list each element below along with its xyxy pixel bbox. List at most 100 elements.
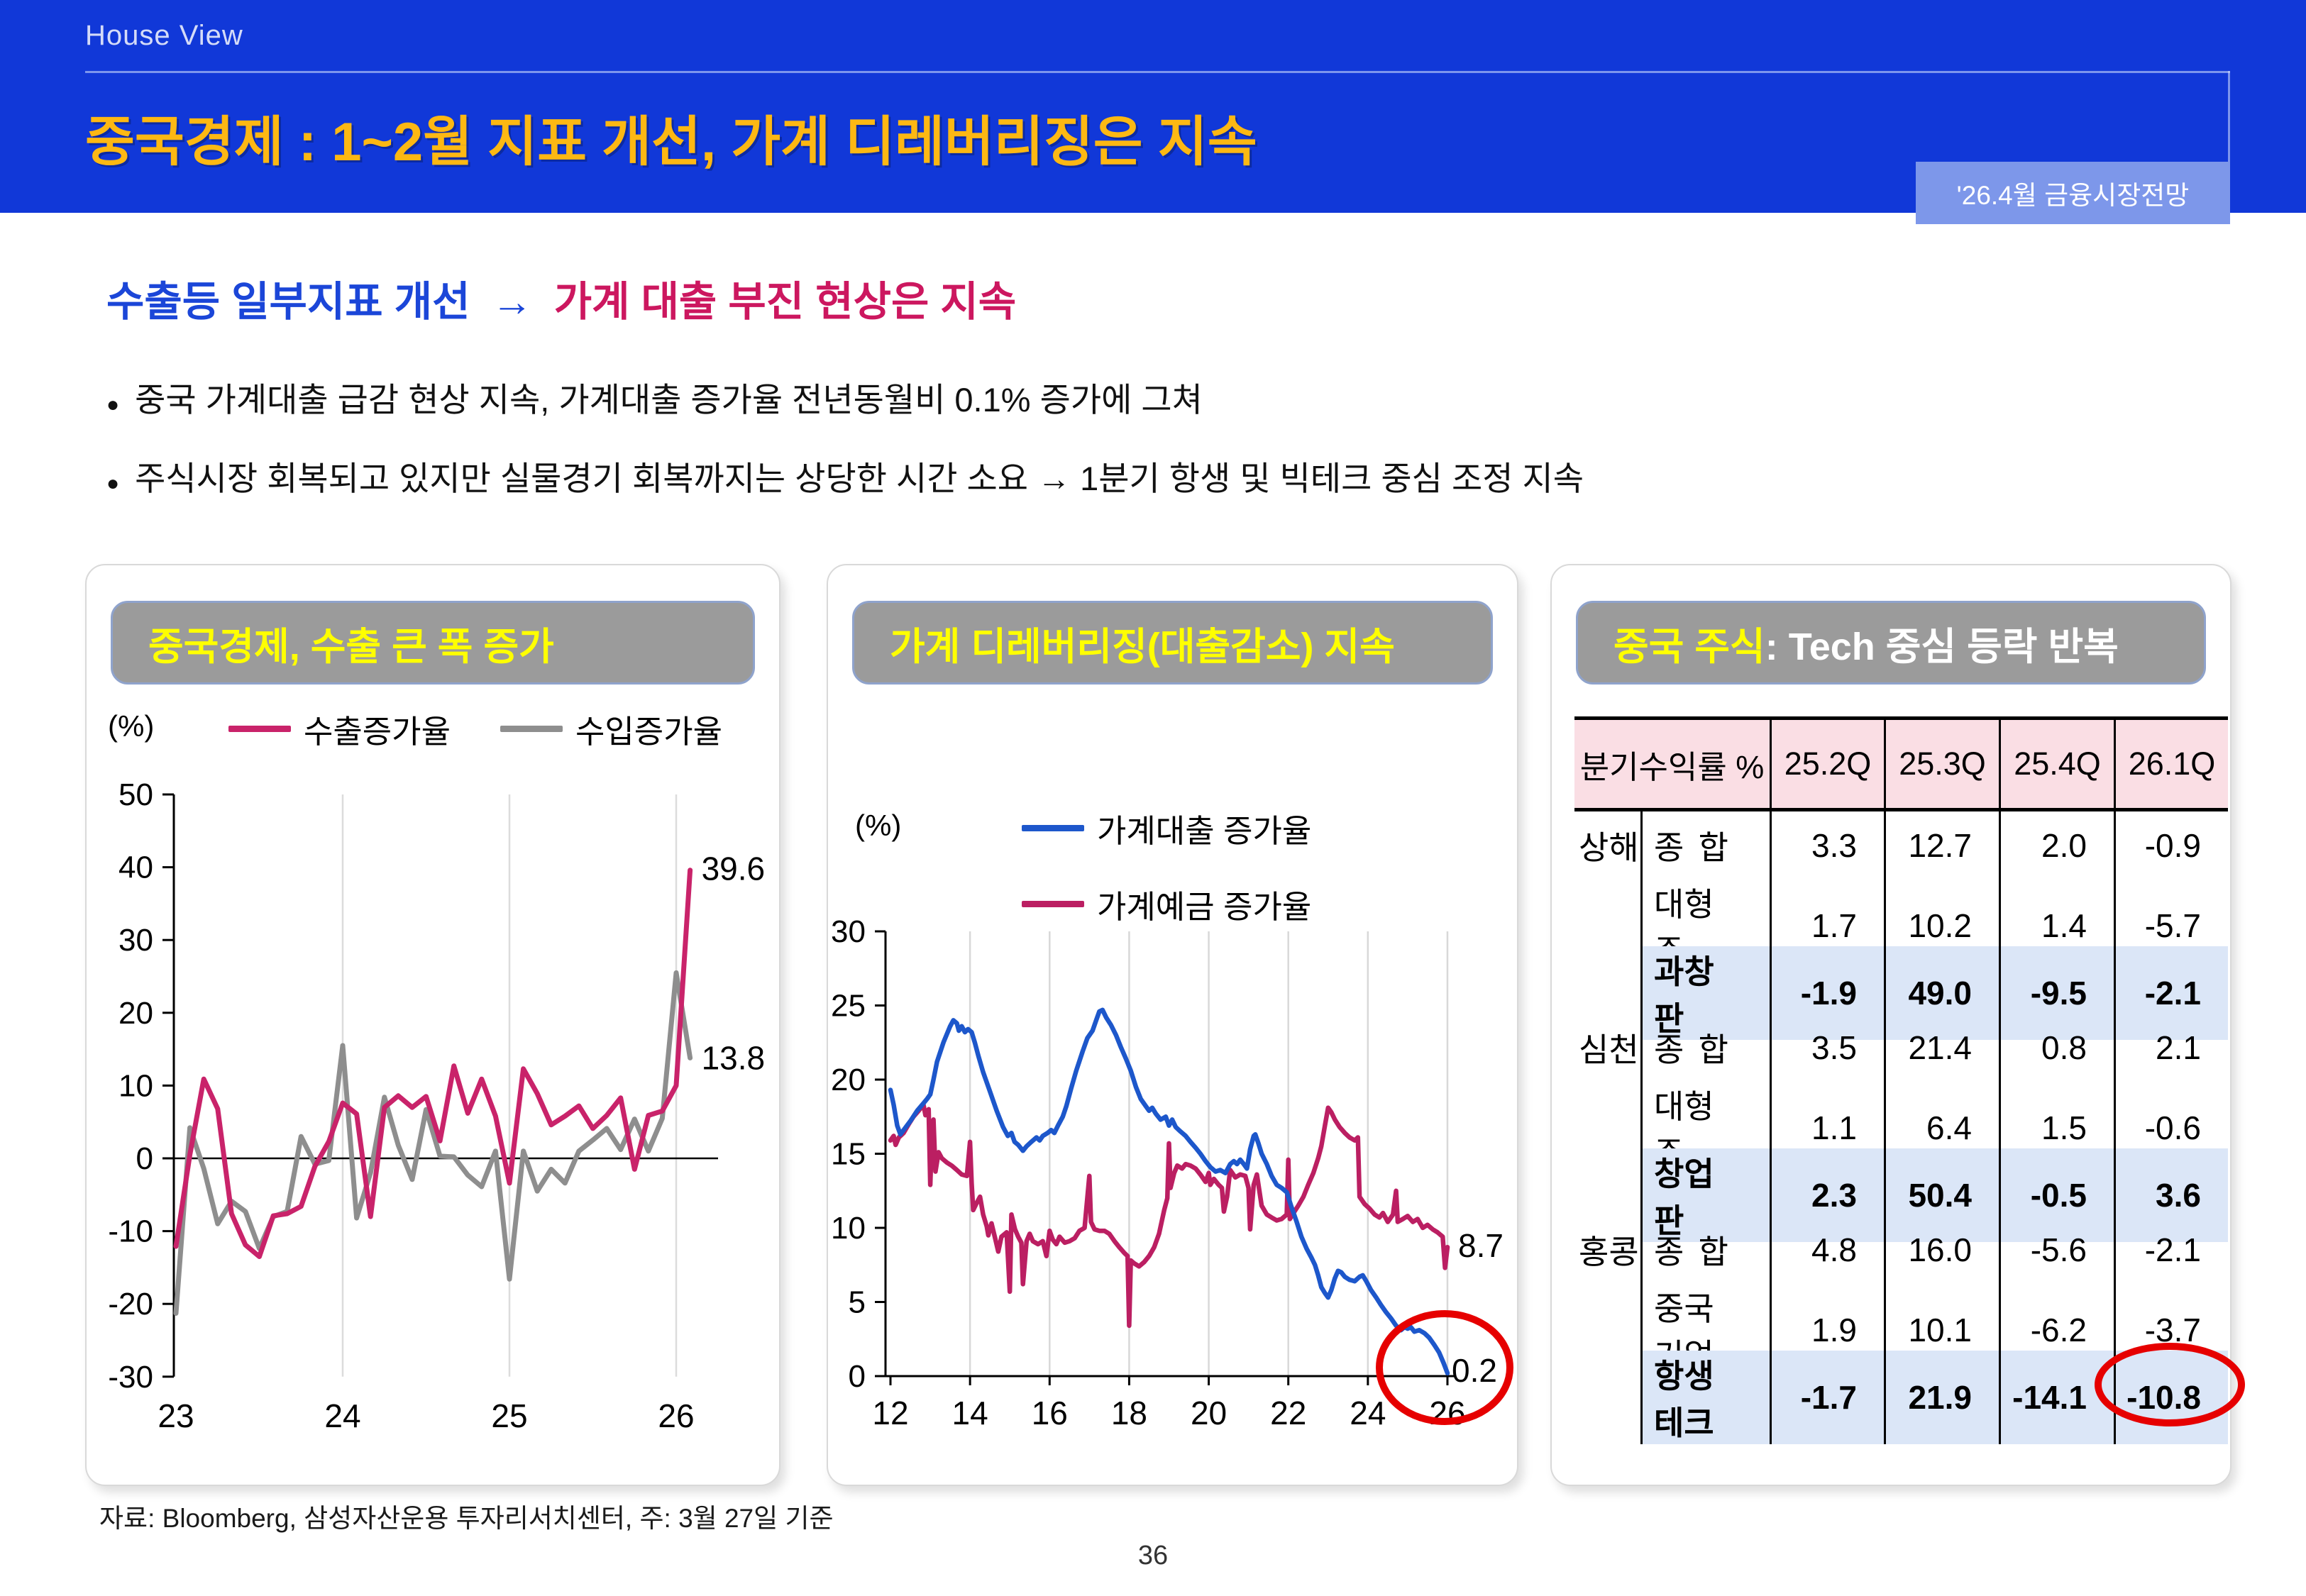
table-cell: 3.3 bbox=[1770, 811, 1884, 879]
table-row: 과창판 -1.9 49.0 -9.5 -2.1 bbox=[1574, 946, 2228, 1040]
panel-exports-title: 중국경제, 수출 큰 폭 증가 bbox=[111, 601, 755, 685]
series-line bbox=[888, 1102, 1450, 1329]
title-banner: House View 중국경제 : 1~2월 지표 개선, 가계 디레버리징은 … bbox=[0, 0, 2306, 224]
table-row: 창업판 2.3 50.4 -0.5 3.6 bbox=[1574, 1148, 2228, 1242]
y-axis-label: -10 bbox=[108, 1214, 153, 1249]
value-label: 0.2 bbox=[1452, 1352, 1497, 1389]
table-cell: -1.7 bbox=[1770, 1351, 1884, 1444]
report-badge: '26.4월 금융시장전망 bbox=[1916, 162, 2230, 224]
region-char: 심 bbox=[1579, 1031, 1609, 1068]
table-cell: 1.4 bbox=[1999, 879, 2114, 972]
y-axis-label: 40 bbox=[118, 850, 153, 885]
value-label: 13.8 bbox=[702, 1039, 766, 1076]
y-axis-label: 20 bbox=[831, 1063, 866, 1097]
banner-frame-line bbox=[2228, 71, 2230, 162]
x-axis-label: 22 bbox=[1270, 1395, 1306, 1431]
table-cell: 1.7 bbox=[1770, 879, 1884, 972]
label-char: 합 bbox=[1698, 1233, 1728, 1270]
table-cell: 2.3 bbox=[1770, 1148, 1884, 1242]
panel-stocks-title: 중국 주식 : Tech 중심 등락 반복 bbox=[1576, 601, 2206, 685]
panel-deleveraging-title: 가계 디레버리징(대출감소) 지속 bbox=[852, 601, 1493, 685]
row-label: 항생테크 bbox=[1640, 1351, 1770, 1444]
bullet-list: ● 중국 가계대출 급감 현상 지속, 가계대출 증가율 전년동월비 0.1% 증… bbox=[106, 372, 1584, 530]
bullet-item: ● 주식시장 회복되고 있지만 실물경기 회복까지는 상당한 시간 소요 → 1분… bbox=[106, 451, 1584, 500]
y-axis-label: 30 bbox=[118, 923, 153, 958]
y-axis-label: 15 bbox=[831, 1137, 866, 1172]
table-cell: 10.2 bbox=[1884, 879, 1999, 972]
table-cell: 12.7 bbox=[1884, 811, 1999, 879]
table-cell: -1.9 bbox=[1770, 946, 1884, 1040]
table-cell: 1.9 bbox=[1770, 1283, 1884, 1377]
label-char: 합 bbox=[1698, 1031, 1728, 1068]
legend-item: 수입증가율 bbox=[500, 706, 722, 752]
highlight-circle-hangseng-tech bbox=[2095, 1343, 2245, 1426]
table-cell: 1.1 bbox=[1770, 1081, 1884, 1175]
value-label: 39.6 bbox=[702, 850, 766, 887]
table-column-header: 25.3Q bbox=[1884, 720, 1999, 808]
table-row: 심 천 종 합 3.5 21.4 0.8 2.1 bbox=[1574, 1014, 2228, 1081]
table-cell: -3.7 bbox=[2114, 1283, 2228, 1377]
table-column-header: 26.1Q bbox=[2114, 720, 2228, 808]
x-axis-label: 14 bbox=[952, 1395, 988, 1431]
table-row: 홍 콩 종 합 4.8 16.0 -5.6 -2.1 bbox=[1574, 1216, 2228, 1283]
chart2-unit-label: (%) bbox=[855, 809, 902, 842]
region-char: 상 bbox=[1579, 829, 1609, 866]
table-row: 상 해 종 합 3.3 12.7 2.0 -0.9 bbox=[1574, 811, 2228, 879]
table-cell: 10.1 bbox=[1884, 1283, 1999, 1377]
bullet-dot: ● bbox=[106, 472, 120, 495]
section-heading: 수출등 일부지표 개선 → 가계 대출 부진 현상은 지속 bbox=[106, 268, 1016, 328]
row-label: 과창판 bbox=[1640, 946, 1770, 1040]
table-cell: -2.1 bbox=[2114, 1216, 2228, 1283]
table-cell: 49.0 bbox=[1884, 946, 1999, 1040]
bullet-dot: ● bbox=[106, 393, 120, 416]
x-axis-label: 12 bbox=[872, 1395, 908, 1431]
legend-swatch bbox=[1022, 901, 1084, 907]
table-column-header: 25.4Q bbox=[1999, 720, 2114, 808]
chart1-legend: 수출증가율 수입증가율 bbox=[177, 706, 773, 752]
table-cell: 2.0 bbox=[1999, 811, 2114, 879]
region-label bbox=[1574, 1351, 1640, 1444]
y-axis-label: 20 bbox=[118, 996, 153, 1031]
region-char: 홍 bbox=[1579, 1233, 1609, 1270]
x-axis-label: 26 bbox=[1429, 1395, 1465, 1431]
table-cell: -5.6 bbox=[1999, 1216, 2114, 1283]
bullet-item: ● 중국 가계대출 급감 현상 지속, 가계대출 증가율 전년동월비 0.1% 증… bbox=[106, 372, 1584, 421]
y-axis-label: 30 bbox=[831, 914, 866, 949]
y-axis-label: 50 bbox=[118, 777, 153, 812]
table-cell: -2.1 bbox=[2114, 946, 2228, 1040]
bullet-text: 주식시장 회복되고 있지만 실물경기 회복까지는 상당한 시간 소요 → 1분기… bbox=[135, 460, 1584, 497]
kicker-underline bbox=[85, 71, 2230, 73]
y-axis-label: 0 bbox=[849, 1359, 866, 1394]
table-cell: 21.9 bbox=[1884, 1351, 1999, 1444]
legend-item: 가계예금 증가율 bbox=[1022, 881, 1311, 927]
row-label: 창업판 bbox=[1640, 1148, 1770, 1242]
table-cell: -0.5 bbox=[1999, 1148, 2114, 1242]
y-axis-label: 10 bbox=[118, 1068, 153, 1103]
legend-item: 가계대출 증가율 bbox=[1022, 805, 1311, 851]
series-line bbox=[888, 1007, 1450, 1376]
legend-swatch bbox=[1022, 825, 1084, 831]
table-cell: 0.8 bbox=[1999, 1014, 2114, 1081]
kicker: House View bbox=[85, 20, 243, 51]
region-label bbox=[1574, 946, 1640, 1040]
x-axis-label: 23 bbox=[158, 1397, 194, 1434]
table-cell: 3.6 bbox=[2114, 1148, 2228, 1242]
table-cell: 3.5 bbox=[1770, 1014, 1884, 1081]
panel-stocks-title-yellow: 중국 주식 bbox=[1613, 625, 1765, 668]
source-note: 자료: Bloomberg, 삼성자산운용 투자리서치센터, 주: 3월 27일… bbox=[99, 1504, 834, 1533]
series-line bbox=[173, 970, 693, 1316]
series-line bbox=[173, 868, 693, 1259]
panel-deleveraging: 가계 디레버리징(대출감소) 지속 bbox=[827, 564, 1518, 1486]
legend-swatch bbox=[500, 726, 563, 732]
x-axis-label: 24 bbox=[1350, 1395, 1386, 1431]
table-cell: -9.5 bbox=[1999, 946, 2114, 1040]
table-column-header: 25.2Q bbox=[1770, 720, 1884, 808]
table-corner-cell: 분기수익률 % bbox=[1574, 720, 1770, 808]
y-axis-label: -20 bbox=[108, 1287, 153, 1321]
legend-label: 수출증가율 bbox=[303, 714, 451, 750]
